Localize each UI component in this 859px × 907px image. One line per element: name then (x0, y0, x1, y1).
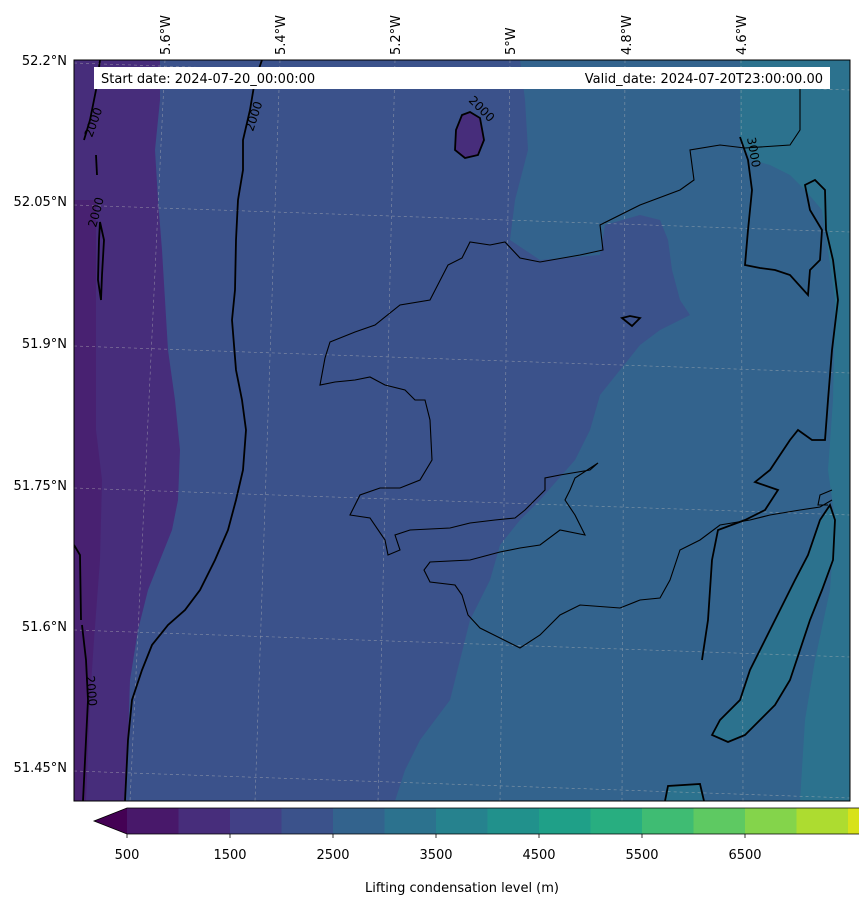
coastline (319, 80, 833, 649)
colorbar-tick-2500: 2500 (316, 848, 349, 863)
colorbar-segment (642, 808, 694, 834)
lon-label-4-8w: 4.8°W (620, 15, 635, 55)
field-patch-bottom (665, 784, 704, 801)
colorbar-segment (127, 808, 179, 834)
lon-label-4-6w: 4.6°W (735, 15, 750, 55)
colorbar-tick-6500: 6500 (728, 848, 761, 863)
lon-label-5w: 5°W (504, 27, 519, 55)
lat-label-52-05n: 52.05°N (14, 195, 67, 210)
colorbar-tick-3500: 3500 (419, 848, 452, 863)
field-band-1500-2000 (74, 60, 180, 801)
lat-label-51-9n: 51.9°N (22, 337, 67, 352)
colorbar-tick-1500: 1500 (213, 848, 246, 863)
colorbar-segment (848, 808, 859, 834)
colorbar-tick-500: 500 (115, 848, 140, 863)
graticule (74, 60, 850, 801)
colorbar-ticks: 500 1500 2500 3500 4500 5500 6500 (115, 848, 762, 863)
colorbar-label: Lifting condensation level (m) (365, 881, 559, 896)
lat-label-51-75n: 51.75°N (14, 479, 67, 494)
field-band-3000-3500-ne (740, 60, 850, 801)
info-box (94, 67, 830, 89)
colorbar (92, 807, 859, 838)
colorbar-segment (796, 808, 849, 834)
plot-frame (73, 59, 851, 802)
colorbar-segment (745, 808, 797, 834)
colorbar-tick-5500: 5500 (625, 848, 658, 863)
lat-label-51-6n: 51.6°N (22, 620, 67, 635)
lat-label-51-45n: 51.45°N (14, 761, 67, 776)
colorbar-segment (590, 808, 643, 834)
contour-label-3000: 3000 (744, 136, 763, 169)
contours-2000 (74, 60, 839, 801)
lcl-field: 2000 2000 2000 2000 2000 3000 (74, 60, 850, 801)
colorbar-segment (436, 808, 488, 834)
field-band-1000-1500 (74, 200, 102, 801)
colorbar-segment (230, 808, 282, 834)
lon-label-5-4w: 5.4°W (274, 15, 289, 55)
colorbar-segment (178, 808, 231, 834)
field-band-2000-2500 (74, 60, 690, 801)
lon-label-5-6w: 5.6°W (159, 15, 174, 55)
valid-date-label: Valid_date: 2024-07-20T23:00:00.00 (585, 72, 823, 87)
colorbar-segment (281, 808, 334, 834)
contour-label-2000-e: 2000 (83, 675, 100, 707)
colorbar-segment (693, 808, 746, 834)
colorbar-segment (539, 808, 591, 834)
lon-labels: 5.6°W 5.4°W 5.2°W 5°W 4.8°W 4.6°W (159, 15, 750, 55)
lat-label-52-2n: 52.2°N (22, 54, 67, 69)
field-blob-small (455, 112, 484, 158)
colorbar-segment (333, 808, 385, 834)
colorbar-extend-min (94, 808, 127, 834)
colorbar-segment (487, 808, 540, 834)
lat-labels: 52.2°N 52.05°N 51.9°N 51.75°N 51.6°N 51.… (14, 54, 67, 776)
start-date-label: Start date: 2024-07-20_00:00:00 (101, 72, 315, 87)
colorbar-segment (384, 808, 437, 834)
lon-label-5-2w: 5.2°W (389, 15, 404, 55)
colorbar-tick-4500: 4500 (522, 848, 555, 863)
